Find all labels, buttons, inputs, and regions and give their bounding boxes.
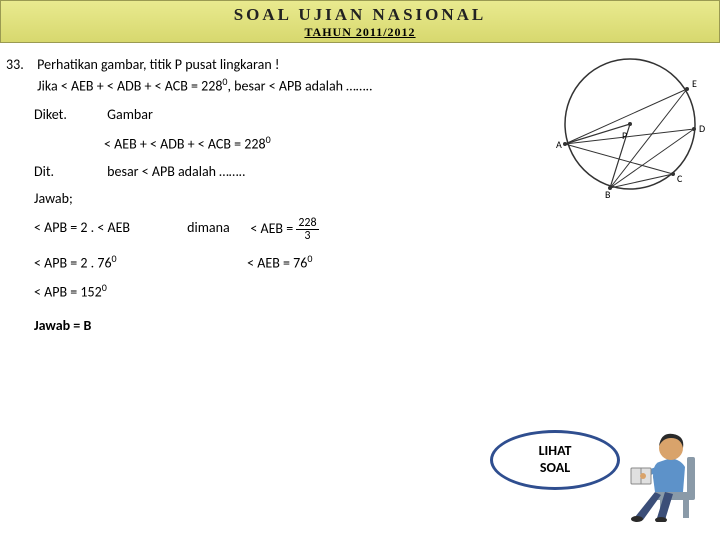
content-area: 33. Perhatikan gambar, titik P pusat lin…	[0, 43, 720, 334]
page-title: SOAL UJIAN NASIONAL	[1, 5, 719, 25]
title-bar: SOAL UJIAN NASIONAL TAHUN 2011/2012	[0, 0, 720, 43]
footer-group: LIHAT SOAL	[490, 412, 700, 522]
frac-num: 228	[296, 217, 318, 230]
answer: Jawab = B	[34, 317, 91, 334]
pt-A: A	[556, 138, 562, 151]
pt-B: B	[605, 188, 611, 199]
sup-r3: 0	[102, 281, 107, 294]
diket-value: Gambar	[107, 106, 153, 123]
pt-D: D	[699, 122, 705, 135]
fraction: 228 3	[296, 217, 318, 242]
pt-E: E	[692, 77, 697, 90]
sup-r2a: 0	[112, 252, 117, 265]
jawab-r1b: < AEB =	[250, 219, 293, 236]
dit-label: Dit.	[34, 163, 104, 180]
page-subtitle: TAHUN 2011/2012	[1, 25, 719, 40]
question-line1: Perhatikan gambar, titik P pusat lingkar…	[37, 56, 279, 73]
pt-P: P	[622, 129, 627, 142]
dit-value: besar < APB adalah ……..	[107, 163, 245, 180]
jawab-r2b: < AEB = 76	[247, 254, 307, 271]
question-line2a: Jika < AEB + < ADB + < ACB = 228	[37, 77, 222, 94]
sup-diket: 0	[266, 133, 271, 146]
question-body: Perhatikan gambar, titik P pusat lingkar…	[37, 55, 517, 96]
jawab-r3: < APB = 1520	[34, 281, 710, 301]
circle-figure: A B P E D C	[550, 49, 710, 199]
question-line2b: , besar < APB adalah ……..	[228, 77, 373, 94]
diket-expr: < AEB + < ADB + < ACB = 228	[104, 136, 266, 153]
jawab-r3a: < APB = 152	[34, 284, 102, 301]
jawab-where: dimana	[187, 219, 247, 236]
jawab-r1a: < APB = 2 . < AEB	[34, 219, 184, 236]
jawab-r2: < APB = 2 . 760 < AEB = 760	[34, 252, 710, 272]
question-number: 33.	[6, 55, 34, 75]
reader-illustration	[615, 422, 700, 522]
jawab-r2a: < APB = 2 . 76	[34, 254, 112, 271]
jawab-r1: < APB = 2 . < AEB dimana < AEB = 228 3	[34, 217, 710, 242]
btn-line1: LIHAT	[539, 442, 572, 459]
sup-r2b: 0	[307, 252, 312, 265]
jawab-label: Jawab;	[34, 190, 73, 207]
pt-C: C	[677, 172, 683, 185]
lihat-soal-button[interactable]: LIHAT SOAL	[490, 430, 620, 490]
frac-den: 3	[296, 230, 318, 242]
diket-label: Diket.	[34, 106, 104, 123]
answer-row: Jawab = B	[34, 317, 710, 334]
btn-line2: SOAL	[540, 459, 570, 476]
